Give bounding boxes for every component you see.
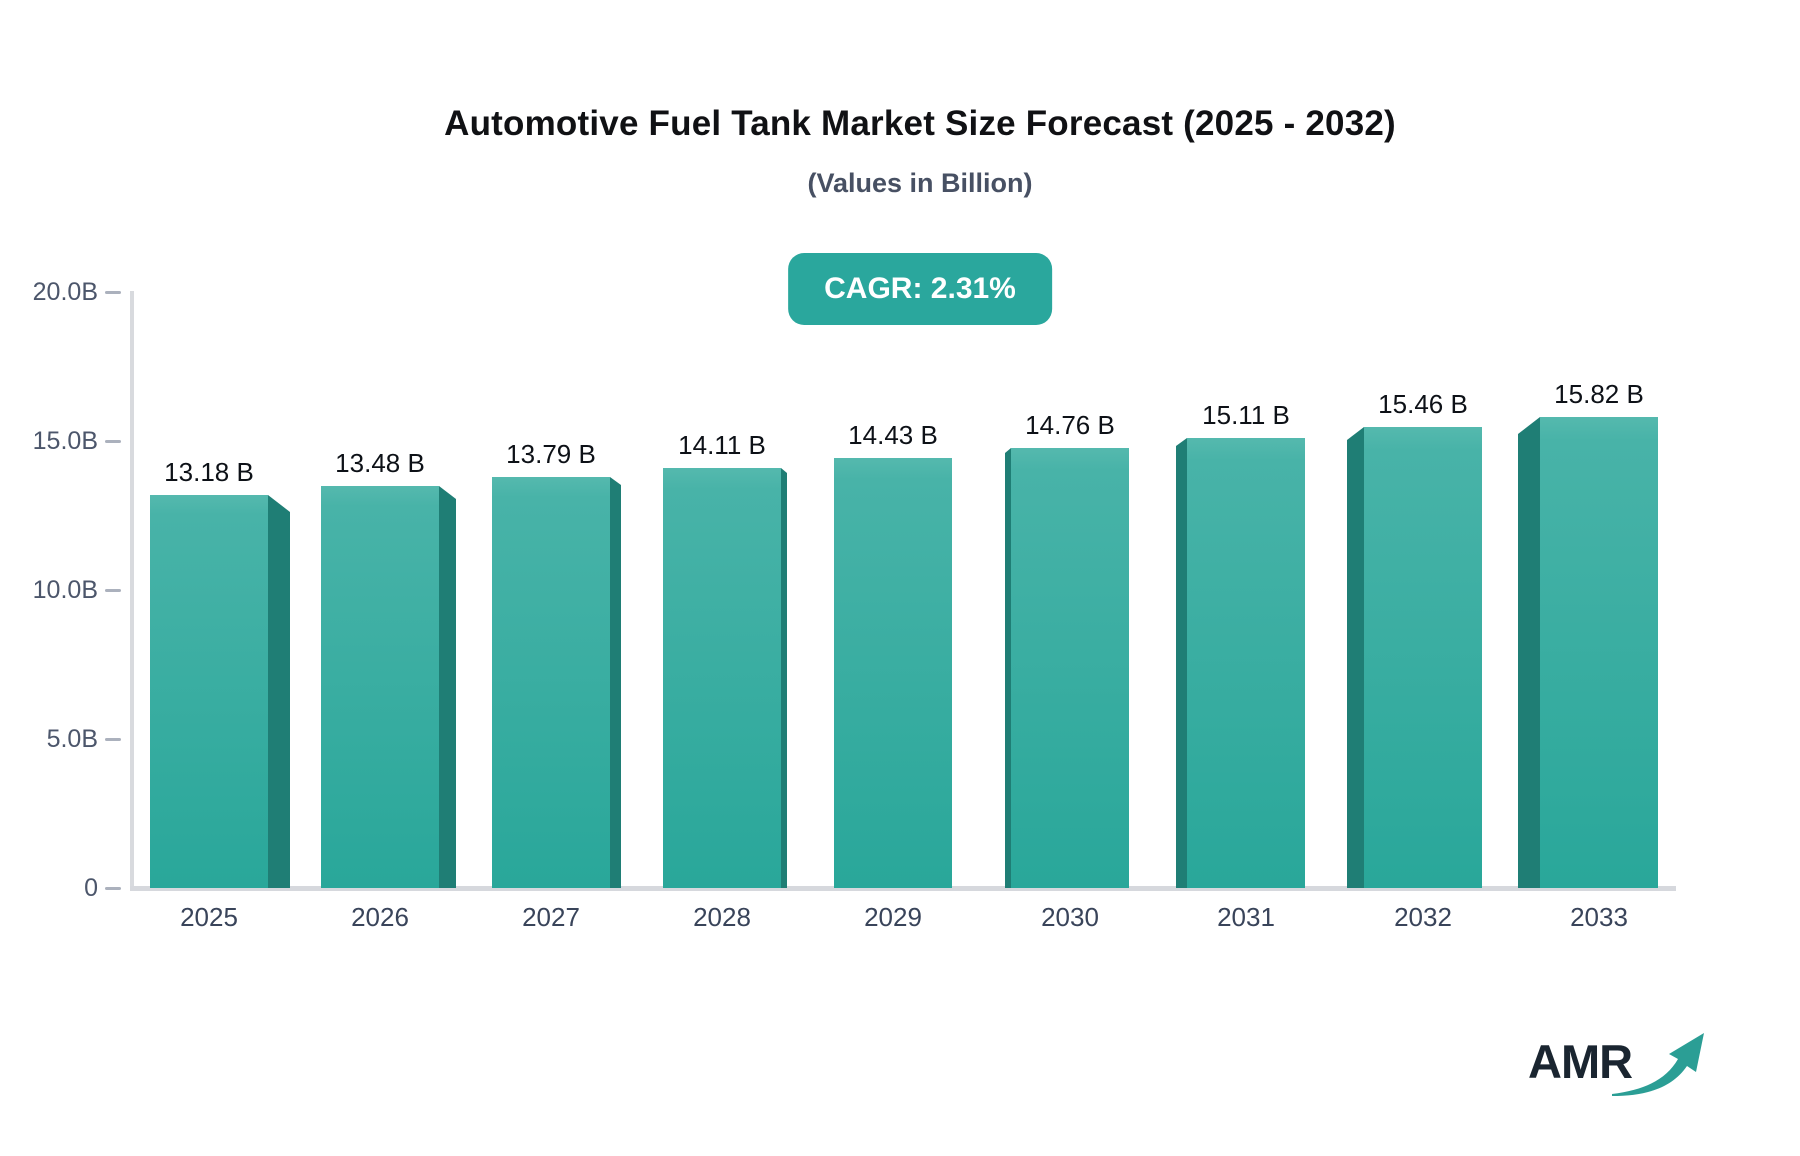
x-axis-label: 2027 bbox=[522, 902, 580, 932]
x-axis-label: 2030 bbox=[1041, 902, 1099, 932]
bar-value-label: 14.43 B bbox=[848, 420, 938, 450]
y-axis-tick-label: 20.0B bbox=[32, 278, 98, 306]
bar-2030 bbox=[1005, 448, 1129, 888]
x-axis-label: 2033 bbox=[1570, 902, 1628, 932]
bar-value-label: 15.11 B bbox=[1202, 400, 1290, 430]
bar-face bbox=[1187, 438, 1305, 888]
y-axis-tick bbox=[105, 887, 121, 890]
x-axis-label: 2029 bbox=[864, 902, 922, 932]
x-axis-label: 2031 bbox=[1217, 902, 1275, 932]
bar-side bbox=[268, 495, 290, 888]
bar-face bbox=[834, 458, 952, 888]
bar-2027 bbox=[492, 477, 621, 888]
bar-face bbox=[1364, 427, 1482, 888]
y-axis-tick bbox=[105, 738, 121, 741]
y-axis-tick bbox=[105, 589, 121, 592]
bar-value-label: 15.46 B bbox=[1378, 389, 1468, 419]
x-axis-label: 2026 bbox=[351, 902, 409, 932]
bar-2028 bbox=[663, 468, 787, 888]
x-axis-label: 2032 bbox=[1394, 902, 1452, 932]
bar-2032 bbox=[1347, 427, 1482, 888]
x-axis-label: 2025 bbox=[180, 902, 238, 932]
y-axis-tick-label: 10.0B bbox=[32, 576, 98, 604]
bar-2025 bbox=[150, 495, 290, 888]
y-axis-tick-label: 0 bbox=[84, 874, 98, 902]
bar-side bbox=[439, 486, 456, 888]
y-axis-tick-label: 15.0B bbox=[32, 427, 98, 455]
bar-2033 bbox=[1518, 417, 1658, 888]
y-axis-tick bbox=[105, 440, 121, 443]
amr-logo-text: AMR bbox=[1528, 1035, 1633, 1088]
growth-arrow-icon bbox=[1610, 1030, 1710, 1107]
bar-side bbox=[1005, 448, 1011, 888]
amr-logo: AMR bbox=[1528, 1030, 1718, 1110]
y-axis-tick bbox=[105, 291, 121, 294]
x-axis-label: 2028 bbox=[693, 902, 751, 932]
bar-value-label: 15.82 B bbox=[1554, 379, 1644, 409]
bar-side bbox=[781, 468, 787, 888]
bar-side bbox=[610, 477, 621, 888]
bar-value-label: 14.11 B bbox=[678, 430, 766, 460]
bar-2026 bbox=[321, 486, 456, 888]
bar-side bbox=[1347, 427, 1364, 888]
cagr-badge: CAGR: 2.31% bbox=[788, 253, 1052, 325]
bar-value-label: 13.79 B bbox=[506, 439, 596, 469]
bar-face bbox=[150, 495, 268, 888]
bar-value-label: 14.76 B bbox=[1025, 410, 1115, 440]
bar-2031 bbox=[1176, 438, 1305, 888]
bar-2029 bbox=[834, 458, 952, 888]
bar-face bbox=[1540, 417, 1658, 888]
chart-subtitle: (Values in Billion) bbox=[807, 168, 1033, 198]
bar-value-label: 13.48 B bbox=[335, 448, 425, 478]
y-axis-line bbox=[130, 291, 134, 889]
chart-title: Automotive Fuel Tank Market Size Forecas… bbox=[444, 104, 1396, 143]
bar-face bbox=[1011, 448, 1129, 888]
x-axis-line bbox=[130, 886, 1676, 891]
bar-value-label: 13.18 B bbox=[164, 457, 254, 487]
bar-side bbox=[1518, 417, 1540, 888]
y-axis-tick-label: 5.0B bbox=[46, 725, 98, 753]
bar-face bbox=[663, 468, 781, 888]
bar-face bbox=[321, 486, 439, 888]
bar-face bbox=[492, 477, 610, 888]
bar-side bbox=[1176, 438, 1187, 888]
